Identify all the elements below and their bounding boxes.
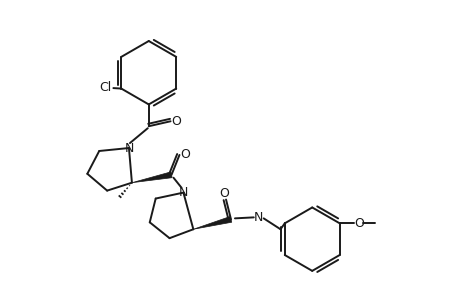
Text: O: O <box>218 187 229 200</box>
Text: O: O <box>354 217 364 230</box>
Text: N: N <box>179 186 188 199</box>
Text: Cl: Cl <box>99 81 112 94</box>
Text: O: O <box>180 148 190 161</box>
Text: O: O <box>171 115 181 128</box>
Text: N: N <box>253 211 263 224</box>
Polygon shape <box>193 217 231 229</box>
Polygon shape <box>132 172 172 183</box>
Text: N: N <box>124 142 134 154</box>
